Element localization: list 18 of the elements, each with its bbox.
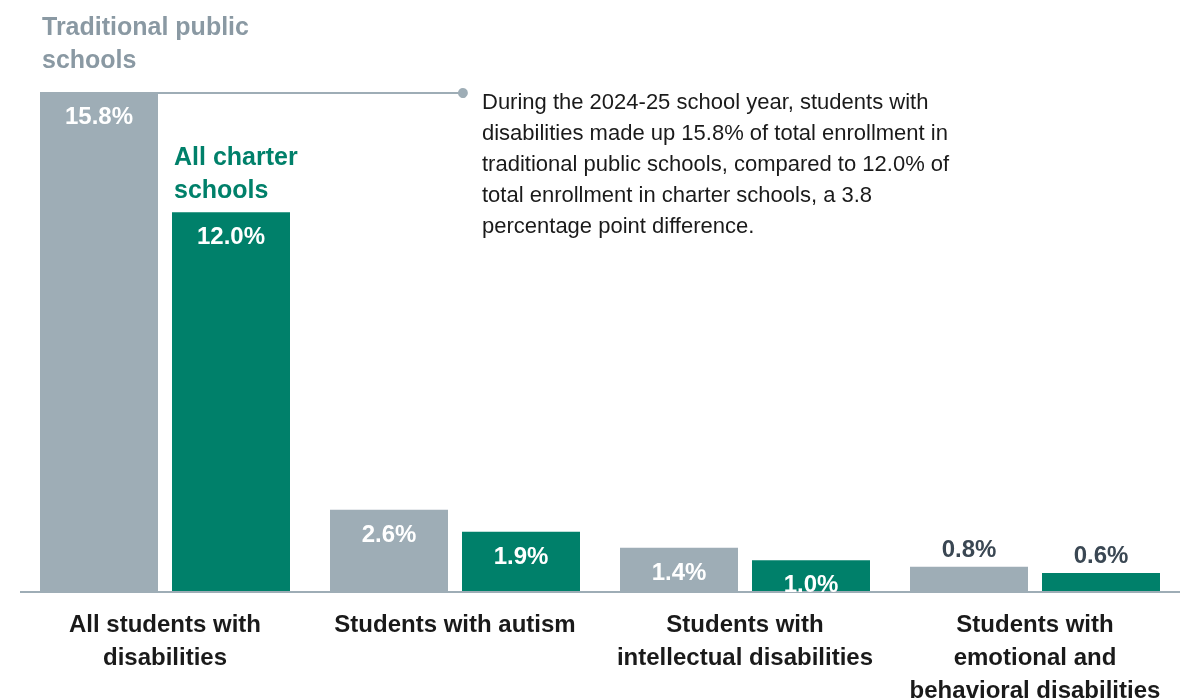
data-label: 1.4% <box>651 557 707 585</box>
data-label: 15.8% <box>64 102 134 129</box>
data-label: 0.6% <box>1073 541 1129 569</box>
data-label: 12.0% <box>196 222 266 250</box>
data-label: 0.8% <box>941 534 997 562</box>
series-label: All charter schools <box>174 142 298 204</box>
x-tick-label: Students with autism <box>334 610 576 637</box>
x-tick-label: All students with disabilities <box>69 610 261 670</box>
x-tick-label: Students with emotional and behavioral disabilities <box>909 610 1161 700</box>
bar <box>1042 573 1160 592</box>
data-label: 1.0% <box>783 570 839 598</box>
annotation: During the 2024-25 school year, students with disabilities made up 15.8% of total enrollment in traditional public schools, compared to 12.0% of total enrollment in charter schools, a 3.8 percentage point difference. <box>482 88 951 240</box>
bar <box>172 212 290 592</box>
series-label: Traditional public schools <box>42 12 250 73</box>
data-label: 2.6% <box>361 519 417 547</box>
x-tick-label: Students with intellectual disabilities <box>616 610 874 670</box>
data-label: 1.9% <box>493 541 549 569</box>
bar <box>462 531 580 592</box>
